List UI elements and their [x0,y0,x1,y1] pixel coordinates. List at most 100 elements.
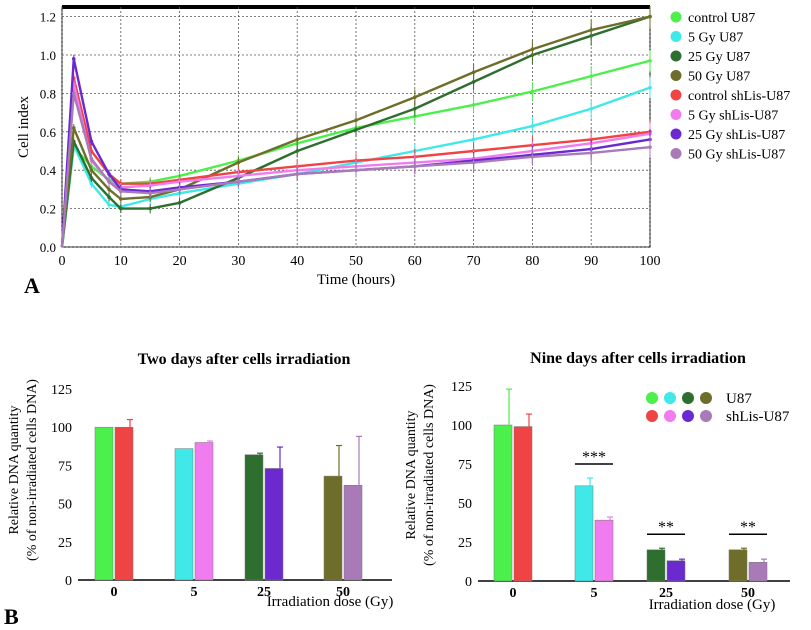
growth-point [119,206,123,211]
growth-point [530,154,535,159]
growth-x-tick-label: 20 [173,254,187,269]
day9-significance-label: ** [740,519,756,536]
growth-y-tick-label: 0.0 [40,240,56,255]
growth-point [589,28,593,32]
growth-point [148,206,152,211]
day9-y-tick-label: 100 [451,419,472,434]
growth-x-tick-label: 60 [408,254,422,269]
growth-legend-marker [670,128,682,140]
day9-bar [728,549,748,582]
growth-y-tick-label: 0.8 [40,86,56,101]
growth-y-tick-label: 0.4 [40,163,57,178]
day9-y-tick-label: 0 [465,575,472,590]
day2-bar [114,426,134,581]
day2-y-label: Relative DNA quantity [7,405,22,534]
day2-title: Two days after cells irradiation [138,351,351,368]
day9-x-tick-label: 50 [741,586,755,601]
day2-bar [174,448,194,581]
growth-point [119,189,123,194]
day9-x-tick-label: 5 [591,586,598,601]
growth-series [60,6,652,248]
growth-point [89,181,94,186]
growth-point [295,172,300,176]
panel-label-b: B [4,604,19,629]
day9-legend: U87 shLis-U87 [646,391,790,425]
day2-x-tick-label: 0 [111,585,118,600]
day2-bar [94,426,114,581]
growth-x-tick-label: 0 [59,254,66,269]
growth-x-tick-label: 10 [114,254,128,269]
growth-point [648,85,652,90]
day2-y-label-2: (% of non-irradiated cells DNA) [25,379,40,561]
day2-bar [343,485,363,581]
growth-point [177,179,182,184]
day9-y-tick-label: 125 [451,380,472,395]
day9-y-tick-label: 25 [458,536,472,551]
growth-legend: control U87 5 Gy U87 25 Gy U87 50 Gy U87 con… [670,11,790,163]
growth-point [530,47,535,52]
growth-point [119,197,123,201]
day9-legend-marker [646,392,658,404]
day2-bars: 0 25 50 75 100 125 0 5 25 50 [51,383,392,600]
day9-y-tick-label: 75 [458,458,472,473]
growth-y-tick-label: 0.2 [40,202,56,217]
growth-x-tick-label: 80 [525,254,539,269]
growth-legend-marker [670,11,682,23]
day9-bar [493,424,513,582]
growth-legend-marker [670,70,682,81]
day9-legend-marker [682,392,694,404]
growth-point [177,201,182,205]
growth-y-ticks: 0.0 0.2 0.4 0.6 0.8 1.0 1.2 [40,10,57,255]
day2-x-tick-label: 25 [257,585,271,600]
growth-point [89,156,94,161]
growth-point [107,179,111,184]
day9-legend-marker [646,410,658,422]
day9-bar [646,549,666,582]
growth-point [71,126,76,130]
growth-point [589,74,593,78]
growth-legend-label: 50 Gy U87 [688,70,750,85]
day2-x-label: Irradiation dose (Gy) [267,594,394,610]
day9-y-tick-label: 50 [458,497,472,512]
growth-point [471,70,476,75]
day9-bar [748,562,768,582]
growth-x-tick-label: 30 [231,254,245,269]
day2-bar [264,468,284,581]
day2-x-tick-label: 50 [336,585,350,600]
growth-y-label: Cell index [16,95,32,158]
growth-point [354,168,358,172]
growth-point [107,202,111,207]
day9-y-label: Relative DNA quantity [404,410,419,539]
growth-point [354,118,358,123]
growth-legend-marker [670,109,682,120]
growth-point [71,57,76,61]
growth-x-tick-label: 40 [290,254,304,269]
day9-x-tick-label: 0 [510,586,517,601]
day2-y-tick-label: 75 [58,459,72,474]
growth-point [236,160,241,165]
growth-legend-marker [670,50,682,62]
growth-y-tick-label: 1.0 [40,48,56,63]
growth-legend-label: 5 Gy U87 [688,31,743,46]
day9-legend-label: shLis-U87 [726,409,790,425]
growth-point [148,191,152,196]
day2-y-tick-label: 125 [51,383,72,398]
day9-legend-marker [664,392,676,404]
growth-point [295,137,300,142]
growth-chart: 0 10 20 30 40 50 60 70 80 90 100 0.0 0.2 0.4 0.6 0.8 1.… [16,5,790,298]
growth-legend-marker [670,31,682,42]
day9-x-label: Irradiation dose (Gy) [649,597,776,613]
day9-chart: Nine days after cells irradiation Relati… [404,350,790,613]
growth-legend-label: 50 Gy shLis-U87 [688,148,785,163]
day2-y-tick-label: 50 [58,498,72,513]
day9-title: Nine days after cells irradiation [530,350,746,367]
growth-point [71,91,76,96]
growth-point [107,195,111,199]
growth-point [471,137,476,142]
growth-point [177,187,182,192]
growth-x-ticks: 0 10 20 30 40 50 60 70 80 90 100 [59,254,661,269]
growth-point [354,128,358,132]
growth-x-tick-label: 90 [584,254,598,269]
growth-point [413,164,417,169]
